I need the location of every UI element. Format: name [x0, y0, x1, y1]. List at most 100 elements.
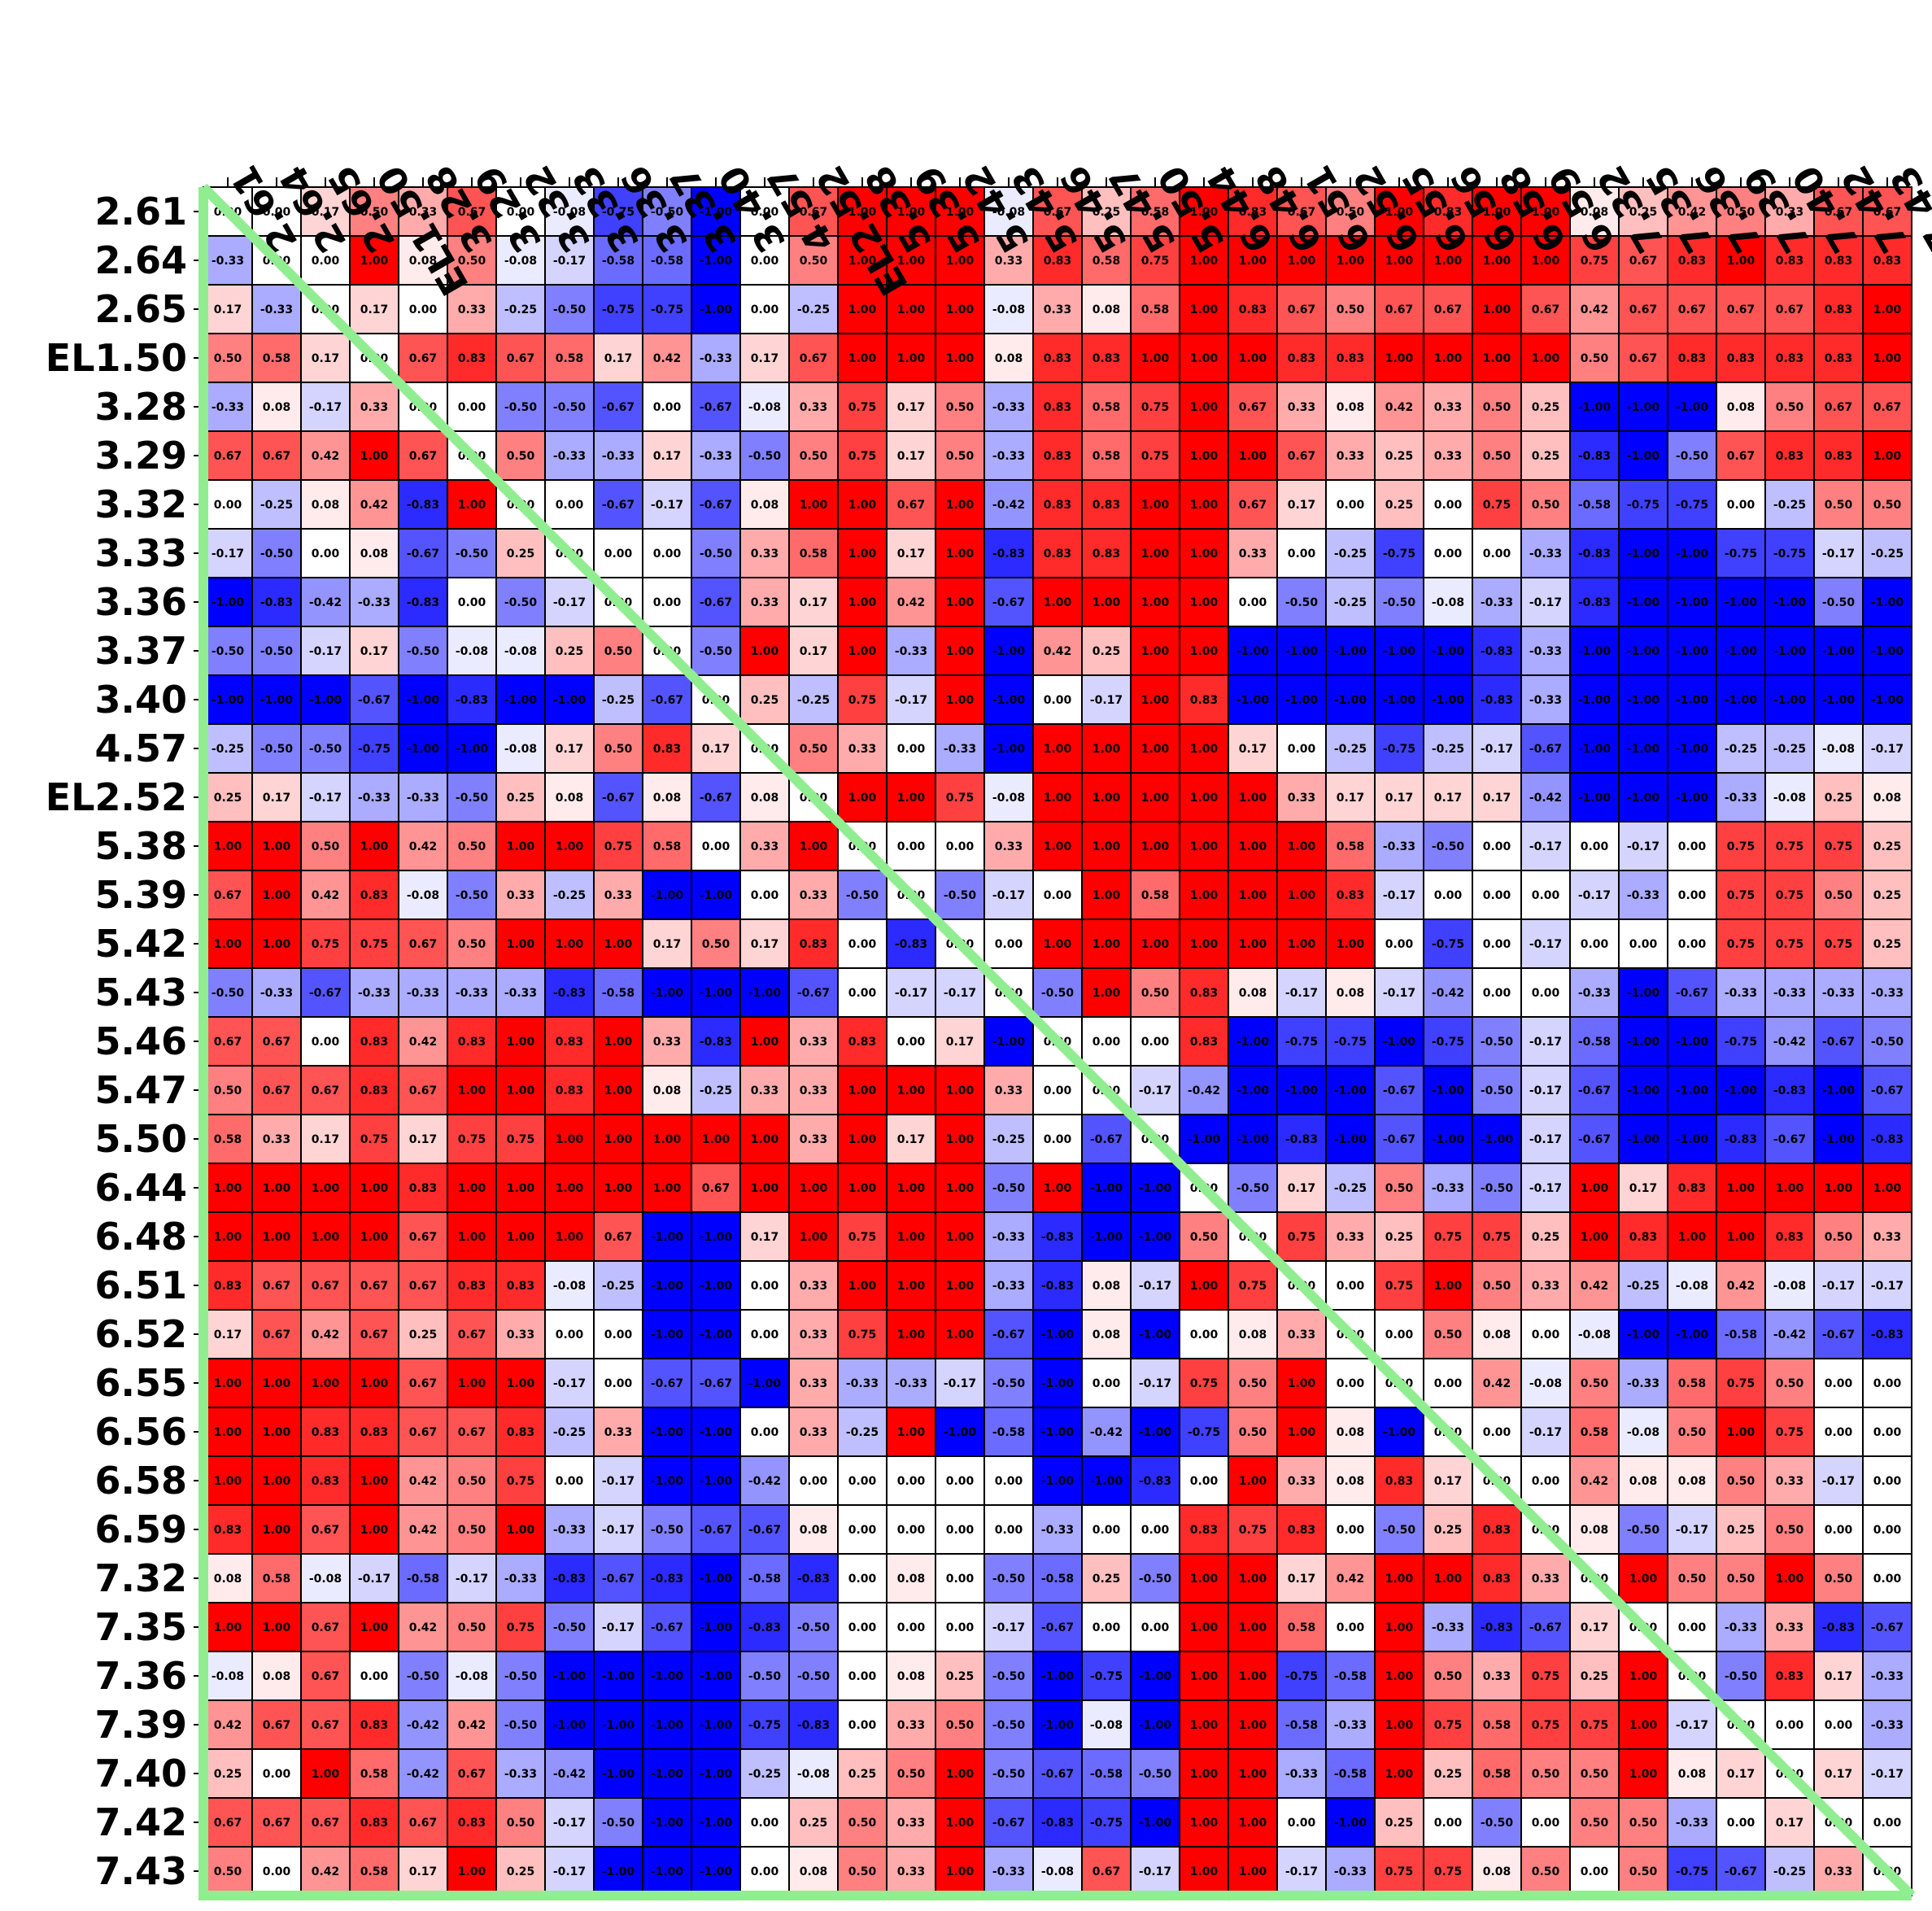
cell-value-label: 0.75: [604, 840, 633, 853]
heatmap-cell: [398, 235, 448, 286]
cell-value-label: 0.25: [1385, 450, 1414, 463]
cell-value-label: -0.50: [407, 645, 440, 658]
cell-value-label: 0.83: [1337, 352, 1365, 365]
cell-value-label: 0.33: [1239, 548, 1267, 561]
cell-value-label: 0.50: [1532, 499, 1560, 512]
cell-value-label: -1.00: [1627, 450, 1660, 463]
cell-value-label: 0.00: [751, 1329, 779, 1342]
cell-value-label: 1.00: [1873, 303, 1902, 316]
cell-value-label: -1.00: [700, 1621, 733, 1634]
cell-value-label: -1.00: [1676, 1036, 1709, 1049]
cell-value-label: 0.25: [1532, 1231, 1560, 1244]
cell-value-label: 0.75: [312, 938, 340, 951]
cell-value-label: -0.83: [748, 1621, 781, 1634]
heatmap-cell: [983, 577, 1034, 627]
heatmap-cell: [1569, 626, 1620, 676]
cell-value-label: -0.58: [992, 1426, 1025, 1439]
cell-value-label: -1.00: [1822, 1133, 1856, 1146]
cell-value-label: -1.00: [748, 1377, 782, 1390]
cell-value-label: 1.00: [263, 1182, 291, 1195]
cell-value-label: -0.17: [944, 987, 976, 1000]
cell-value-label: 0.50: [1532, 1768, 1560, 1781]
cell-value-label: 0.50: [946, 1719, 975, 1732]
heatmap-cell: [1472, 284, 1522, 334]
cell-value-label: 1.00: [1239, 792, 1267, 805]
cell-value-label: 0.42: [1483, 1377, 1511, 1390]
cell-value-label: 0.75: [507, 1133, 535, 1146]
cell-value-label: -0.17: [1676, 1719, 1708, 1732]
cell-value-label: 1.00: [507, 840, 535, 853]
cell-value-label: 0.42: [312, 1865, 340, 1878]
heatmap-cell: [398, 577, 448, 627]
cell-value-label: -0.83: [1578, 596, 1611, 609]
cell-value-label: -1.00: [1432, 645, 1465, 658]
cell-value-label: -0.17: [553, 1377, 586, 1390]
cell-value-label: 0.58: [556, 352, 584, 365]
cell-value-label: -0.67: [700, 1524, 732, 1537]
cell-value-label: -1.00: [1773, 596, 1807, 609]
heatmap-cell: [1179, 382, 1229, 432]
cell-value-label: 0.00: [1337, 499, 1365, 512]
cell-value-label: 1.00: [556, 1133, 584, 1146]
cell-value-label: -1.00: [260, 694, 294, 707]
cell-value-label: 0.67: [312, 1524, 340, 1537]
cell-value-label: 0.58: [1141, 303, 1170, 316]
cell-value-label: 0.00: [1581, 840, 1609, 853]
cell-value-label: 0.33: [800, 1280, 828, 1293]
cell-value-label: -1.00: [1139, 1670, 1172, 1683]
cell-value-label: 0.58: [800, 548, 828, 561]
cell-value-label: -0.50: [992, 1719, 1026, 1732]
cell-value-label: 0.83: [1629, 1231, 1658, 1244]
cell-value-label: 0.33: [1288, 1475, 1316, 1488]
cell-value-label: 0.83: [1190, 1036, 1219, 1049]
cell-value-label: -0.33: [1432, 1182, 1464, 1195]
cell-value-label: 0.33: [897, 1719, 926, 1732]
cell-value-label: -1.00: [700, 1719, 733, 1732]
row-label: 3.40: [95, 678, 188, 722]
cell-value-label: 1.00: [946, 694, 975, 707]
cell-value-label: 1.00: [848, 596, 877, 609]
cell-value-label: -1.00: [1578, 401, 1611, 414]
cell-value-label: -0.17: [1871, 743, 1904, 756]
cell-value-label: -1.00: [309, 694, 342, 707]
cell-value-label: 0.08: [1337, 401, 1365, 414]
cell-value-label: 0.83: [1776, 1670, 1804, 1683]
cell-value-label: 1.00: [751, 1133, 779, 1146]
cell-value-label: 0.17: [1288, 1573, 1316, 1586]
cell-value-label: -0.58: [407, 1573, 439, 1586]
cell-value-label: 1.00: [1092, 596, 1121, 609]
cell-value-label: 1.00: [946, 303, 975, 316]
cell-value-label: -0.17: [358, 1573, 390, 1586]
heatmap-cell: [544, 626, 595, 676]
cell-value-label: 0.33: [751, 1084, 779, 1097]
cell-value-label: 1.00: [1044, 938, 1072, 951]
cell-value-label: 1.00: [897, 1280, 926, 1293]
cell-value-label: -1.00: [504, 694, 538, 707]
cell-value-label: 0.42: [409, 1621, 438, 1634]
cell-value-label: -0.33: [1725, 987, 1757, 1000]
cell-value-label: -0.67: [1041, 1768, 1074, 1781]
heatmap-cell: [1716, 626, 1766, 676]
cell-value-label: -0.67: [602, 792, 635, 805]
cell-value-label: -0.67: [700, 792, 732, 805]
heatmap-cell: [886, 528, 936, 578]
heatmap-cell: [251, 723, 302, 774]
cell-value-label: 1.00: [1288, 1377, 1316, 1390]
cell-value-label: -0.33: [553, 1524, 586, 1537]
cell-value-label: -1.00: [1285, 694, 1319, 707]
cell-value-label: -0.83: [992, 548, 1025, 561]
cell-value-label: -0.42: [1529, 792, 1562, 805]
cell-value-label: -0.50: [700, 548, 733, 561]
cell-value-label: -0.17: [1529, 1426, 1562, 1439]
cell-value-label: -1.00: [1139, 1231, 1172, 1244]
cell-value-label: 0.17: [604, 352, 633, 365]
cell-value-label: -0.58: [1334, 1670, 1367, 1683]
heatmap-cell: [1667, 333, 1717, 383]
cell-value-label: 0.50: [1239, 1426, 1267, 1439]
heatmap-cell: [788, 186, 839, 237]
cell-value-label: -1.00: [1627, 743, 1660, 756]
cell-value-label: -0.33: [1578, 987, 1611, 1000]
cell-value-label: 1.00: [263, 889, 291, 902]
heatmap-cell: [1618, 382, 1668, 432]
cell-value-label: -0.33: [407, 792, 439, 805]
